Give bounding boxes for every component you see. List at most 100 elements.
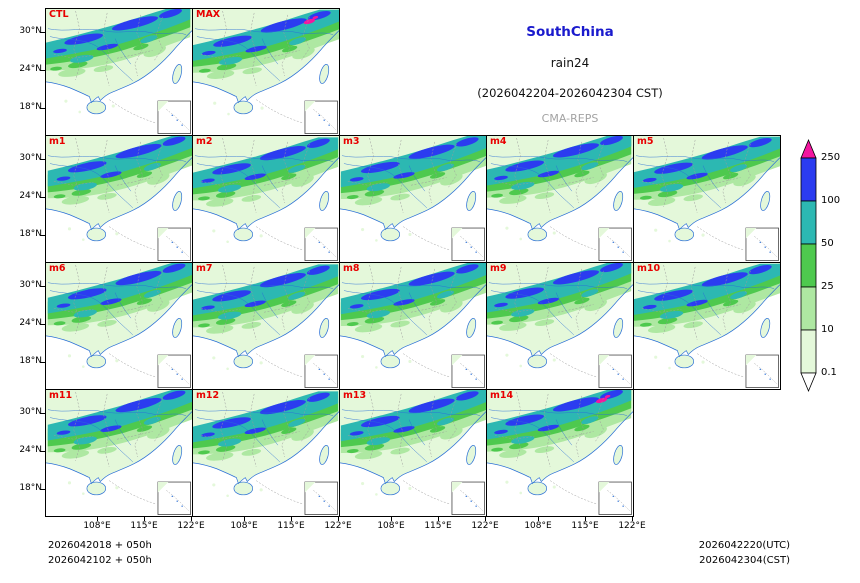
lon-tick bbox=[438, 517, 439, 521]
lon-tick bbox=[632, 517, 633, 521]
panel-label: m2 bbox=[196, 136, 213, 147]
lat-tick-label: 18°N bbox=[19, 229, 42, 239]
lat-tick-label: 30°N bbox=[19, 153, 42, 163]
map bbox=[487, 263, 633, 389]
map bbox=[46, 9, 192, 135]
lon-tick bbox=[338, 517, 339, 521]
lon-tick-label: 122°E bbox=[618, 521, 646, 531]
forecast-panel: CTL bbox=[45, 8, 193, 136]
colorbar bbox=[800, 138, 817, 393]
lat-tick bbox=[41, 70, 45, 71]
lon-tick-label: 115°E bbox=[424, 521, 452, 531]
colorbar-band-25-50 bbox=[800, 243, 817, 288]
forecast-panel: m2 bbox=[192, 135, 340, 263]
lat-tick bbox=[41, 324, 45, 325]
map bbox=[487, 390, 633, 516]
lon-tick bbox=[191, 517, 192, 521]
lon-tick bbox=[291, 517, 292, 521]
lon-tick-label: 122°E bbox=[324, 521, 352, 531]
lat-tick bbox=[41, 108, 45, 109]
panel-label: m11 bbox=[49, 390, 73, 401]
forecast-panel: m4 bbox=[486, 135, 634, 263]
panel-label: m6 bbox=[49, 263, 66, 274]
forecast-panel: MAX bbox=[192, 8, 340, 136]
map bbox=[340, 263, 486, 389]
colorbar-band-0-10 bbox=[800, 329, 817, 374]
map bbox=[193, 9, 339, 135]
region-title: SouthChina bbox=[526, 24, 614, 40]
lon-tick-label: 108°E bbox=[83, 521, 111, 531]
panel-label: m3 bbox=[343, 136, 360, 147]
panel-label: CTL bbox=[49, 9, 69, 20]
lat-tick-label: 18°N bbox=[19, 102, 42, 112]
forecast-panel: m12 bbox=[192, 389, 340, 517]
colorbar-arrow-over bbox=[800, 138, 817, 159]
lat-tick-label: 18°N bbox=[19, 356, 42, 366]
lat-tick-label: 24°N bbox=[19, 191, 42, 201]
lat-tick-label: 24°N bbox=[19, 64, 42, 74]
panel-label: m4 bbox=[490, 136, 507, 147]
init-time-cst: 2026042102 + 050h bbox=[48, 555, 152, 566]
lat-tick bbox=[41, 489, 45, 490]
map bbox=[340, 390, 486, 516]
model-name: CMA-REPS bbox=[541, 112, 599, 125]
forecast-panel: m7 bbox=[192, 262, 340, 390]
lat-tick-label: 30°N bbox=[19, 280, 42, 290]
valid-period: (2026042204-2026042304 CST) bbox=[477, 86, 663, 100]
lon-tick bbox=[144, 517, 145, 521]
lat-tick bbox=[41, 32, 45, 33]
lon-tick bbox=[485, 517, 486, 521]
lat-tick bbox=[41, 451, 45, 452]
map bbox=[193, 263, 339, 389]
forecast-panel: m3 bbox=[339, 135, 487, 263]
panel-label: m1 bbox=[49, 136, 66, 147]
map bbox=[634, 136, 780, 262]
lon-tick-label: 122°E bbox=[177, 521, 205, 531]
colorbar-tick-50: 50 bbox=[821, 238, 834, 249]
lon-tick bbox=[538, 517, 539, 521]
lon-tick bbox=[244, 517, 245, 521]
variable-title: rain24 bbox=[550, 56, 590, 70]
map bbox=[487, 136, 633, 262]
colorbar-tick-250: 250 bbox=[821, 152, 841, 163]
valid-time-utc: 2026042220(UTC) bbox=[698, 540, 790, 551]
lat-tick-label: 18°N bbox=[19, 483, 42, 493]
valid-time-cst: 2026042304(CST) bbox=[699, 555, 790, 566]
panel-label: m13 bbox=[343, 390, 367, 401]
colorbar-tick-25: 25 bbox=[821, 281, 834, 292]
lon-tick-label: 115°E bbox=[277, 521, 305, 531]
lon-tick bbox=[585, 517, 586, 521]
forecast-panel: m1 bbox=[45, 135, 193, 263]
lon-tick-label: 108°E bbox=[524, 521, 552, 531]
map bbox=[46, 136, 192, 262]
panel-label: MAX bbox=[196, 9, 221, 20]
colorbar-tick-10: 10 bbox=[821, 324, 834, 335]
lon-tick-label: 122°E bbox=[471, 521, 499, 531]
forecast-panel: m13 bbox=[339, 389, 487, 517]
lon-tick bbox=[391, 517, 392, 521]
colorbar-arrow-under bbox=[800, 372, 817, 393]
map bbox=[46, 263, 192, 389]
map bbox=[340, 136, 486, 262]
lat-tick-label: 24°N bbox=[19, 445, 42, 455]
panel-label: m5 bbox=[637, 136, 654, 147]
lon-tick-label: 108°E bbox=[377, 521, 405, 531]
lat-tick bbox=[41, 197, 45, 198]
lon-tick-label: 115°E bbox=[130, 521, 158, 531]
panel-label: m12 bbox=[196, 390, 220, 401]
map bbox=[193, 390, 339, 516]
panel-label: m9 bbox=[490, 263, 507, 274]
lat-tick-label: 24°N bbox=[19, 318, 42, 328]
lat-tick bbox=[41, 362, 45, 363]
forecast-panel: m9 bbox=[486, 262, 634, 390]
lon-tick bbox=[97, 517, 98, 521]
lat-tick bbox=[41, 159, 45, 160]
lat-tick bbox=[41, 413, 45, 414]
colorbar-tick-0p1: 0.1 bbox=[821, 367, 837, 378]
colorbar-band-100-250 bbox=[800, 157, 817, 202]
lon-tick-label: 115°E bbox=[571, 521, 599, 531]
panel-label: m10 bbox=[637, 263, 661, 274]
forecast-panel: m10 bbox=[633, 262, 781, 390]
lat-tick-label: 30°N bbox=[19, 26, 42, 36]
